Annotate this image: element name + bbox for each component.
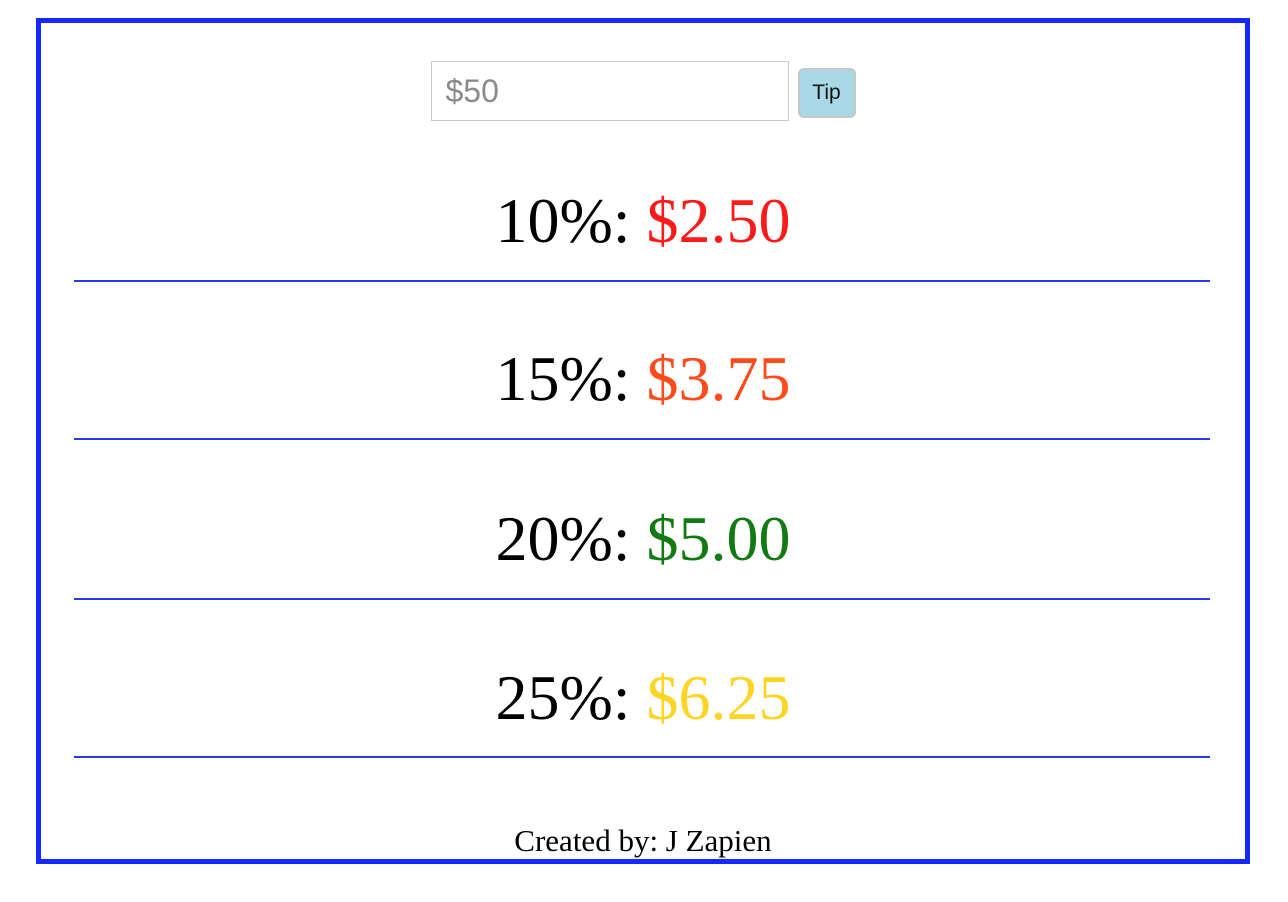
divider (74, 756, 1210, 758)
tip-amount: $3.75 (646, 343, 791, 414)
divider (74, 438, 1210, 440)
tip-amount: $6.25 (646, 662, 791, 733)
tip-percent: 15% (495, 343, 613, 414)
tip-row-15: 15%: $3.75 (41, 347, 1245, 411)
tip-amount: $2.50 (646, 185, 791, 256)
tip-percent: 10% (495, 185, 613, 256)
tip-calculator-frame: Tip 10%: $2.50 15%: $3.75 20%: $5.00 25%… (36, 18, 1250, 864)
tip-row-20: 20%: $5.00 (41, 507, 1245, 571)
tip-row-10: 10%: $2.50 (41, 189, 1245, 253)
tip-percent: 20% (495, 503, 613, 574)
tip-button[interactable]: Tip (797, 68, 856, 118)
input-row: Tip (41, 61, 1245, 121)
divider (74, 598, 1210, 600)
tip-separator: : (612, 503, 631, 574)
divider (74, 280, 1210, 282)
tip-separator: : (612, 185, 631, 256)
tip-percent: 25% (495, 662, 613, 733)
footer-credit: Created by: J Zapien (514, 823, 772, 858)
tip-amount: $5.00 (646, 503, 791, 574)
tip-separator: : (612, 662, 631, 733)
bill-amount-input[interactable] (430, 61, 789, 121)
tip-row-25: 25%: $6.25 (41, 666, 1245, 730)
tip-separator: : (612, 343, 631, 414)
